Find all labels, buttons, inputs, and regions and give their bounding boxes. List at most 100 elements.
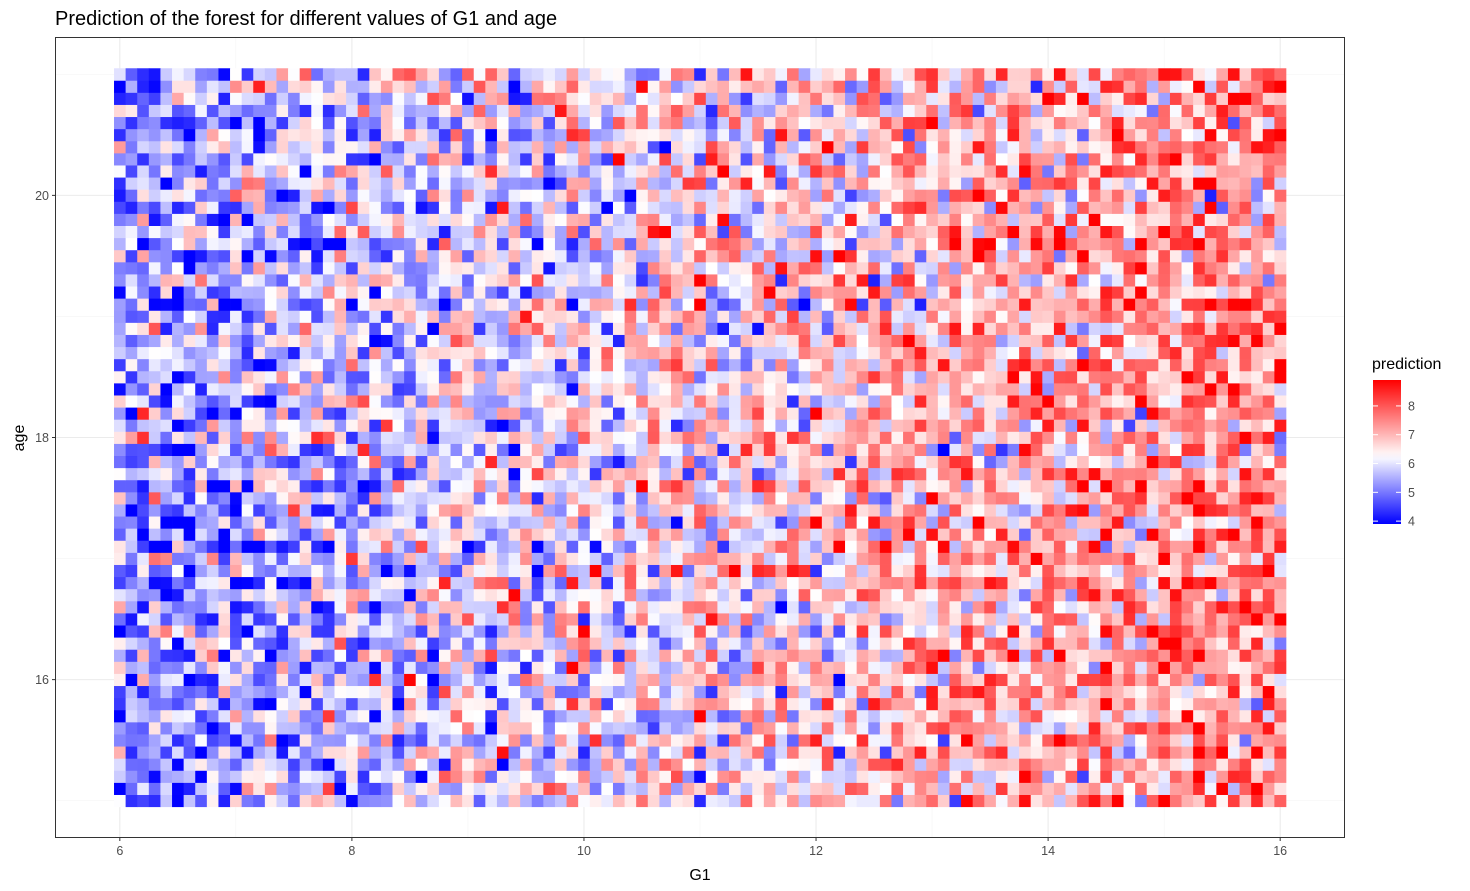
heatmap-cell [322, 734, 335, 747]
heatmap-cell [253, 588, 266, 602]
heatmap-cell [984, 225, 997, 239]
heatmap-cell [612, 298, 625, 311]
heatmap-cell [1088, 528, 1101, 541]
heatmap-cell [624, 310, 637, 323]
heatmap-cell [462, 528, 475, 541]
heatmap-cell [891, 467, 904, 481]
heatmap-cell [659, 528, 672, 541]
heatmap-cell [1135, 419, 1148, 432]
heatmap-cell [369, 249, 382, 263]
heatmap-cell [636, 734, 649, 747]
heatmap-cell [438, 576, 451, 590]
heatmap-cell [1123, 322, 1136, 335]
heatmap-cell [1053, 516, 1066, 529]
heatmap-cell [1065, 576, 1078, 590]
heatmap-cell [856, 455, 869, 469]
heatmap-cell [845, 697, 857, 711]
heatmap-cell [148, 782, 161, 795]
heatmap-cell [369, 649, 382, 662]
heatmap-cell [705, 431, 718, 444]
heatmap-cell [288, 395, 301, 408]
heatmap-cell [984, 782, 997, 795]
heatmap-cell [589, 637, 602, 650]
heatmap-cell [1193, 746, 1206, 759]
heatmap-cell [1262, 395, 1275, 408]
heatmap-cell [578, 249, 591, 263]
heatmap-cell [241, 721, 254, 735]
heatmap-cell [995, 334, 1008, 348]
heatmap-cell [520, 479, 533, 493]
heatmap-cell [1053, 528, 1066, 541]
heatmap-cell [833, 649, 846, 662]
heatmap-cell [1053, 419, 1066, 432]
heatmap-cell [856, 322, 869, 335]
heatmap-cell [496, 697, 509, 711]
heatmap-cell [1053, 467, 1066, 481]
heatmap-cell [1216, 673, 1229, 687]
heatmap-cell [1204, 358, 1217, 372]
heatmap-cell [879, 346, 892, 360]
heatmap-cell [636, 237, 649, 251]
heatmap-cell [903, 237, 916, 251]
heatmap-cell [740, 734, 753, 747]
heatmap-cell [392, 346, 405, 360]
heatmap-cell [612, 310, 625, 323]
heatmap-cell [1030, 237, 1043, 251]
heatmap-cell [172, 225, 184, 239]
heatmap-cell [705, 673, 718, 687]
heatmap-cell [218, 419, 231, 432]
heatmap-cell [694, 310, 707, 323]
heatmap-cell [1216, 443, 1229, 457]
heatmap-cell [195, 625, 208, 638]
heatmap-cell [450, 673, 463, 687]
heatmap-cell [601, 613, 614, 626]
heatmap-cell [1227, 552, 1240, 565]
heatmap-cell [438, 407, 451, 420]
heatmap-cell [589, 286, 602, 299]
heatmap-cell [1274, 734, 1287, 747]
heatmap-cell [624, 286, 637, 299]
heatmap-cell [903, 383, 916, 396]
heatmap-cell [914, 370, 927, 384]
heatmap-cell [717, 298, 730, 311]
heatmap-cell [1007, 213, 1020, 226]
heatmap-cell [1065, 734, 1078, 747]
heatmap-cell [682, 794, 695, 808]
heatmap-cell [346, 661, 359, 674]
heatmap-cell [995, 649, 1008, 662]
heatmap-cell [670, 310, 683, 323]
heatmap-cell [891, 419, 904, 432]
heatmap-cell [1158, 479, 1171, 493]
heatmap-cell [1251, 782, 1264, 795]
heatmap-cell [1169, 237, 1182, 251]
heatmap-cell [299, 600, 312, 614]
heatmap-cell [450, 322, 463, 335]
heatmap-cell [601, 479, 614, 493]
heatmap-cell [1030, 334, 1043, 348]
heatmap-cell [357, 685, 370, 699]
heatmap-cell [496, 625, 509, 638]
heatmap-cell [543, 455, 556, 469]
heatmap-cell [868, 613, 881, 626]
heatmap-cell [1204, 443, 1217, 457]
heatmap-cell [415, 370, 428, 384]
heatmap-cell [717, 370, 730, 384]
heatmap-cell [1239, 383, 1252, 396]
heatmap-cell [1239, 310, 1252, 323]
heatmap-cell [1019, 661, 1032, 674]
heatmap-cell [508, 479, 521, 493]
heatmap-cell [125, 504, 138, 517]
heatmap-cell [357, 395, 370, 408]
heatmap-cell [1007, 455, 1020, 469]
heatmap-cell [195, 576, 208, 590]
heatmap-cell [949, 613, 962, 626]
heatmap-cell [531, 709, 544, 723]
heatmap-cell [1053, 746, 1066, 759]
heatmap-cell [845, 588, 857, 602]
heatmap-cell [1146, 322, 1159, 335]
heatmap-cell [821, 709, 834, 723]
heatmap-cell [578, 782, 591, 795]
heatmap-cell [833, 588, 846, 602]
heatmap-cell [496, 334, 509, 348]
heatmap-cell [1251, 576, 1264, 590]
